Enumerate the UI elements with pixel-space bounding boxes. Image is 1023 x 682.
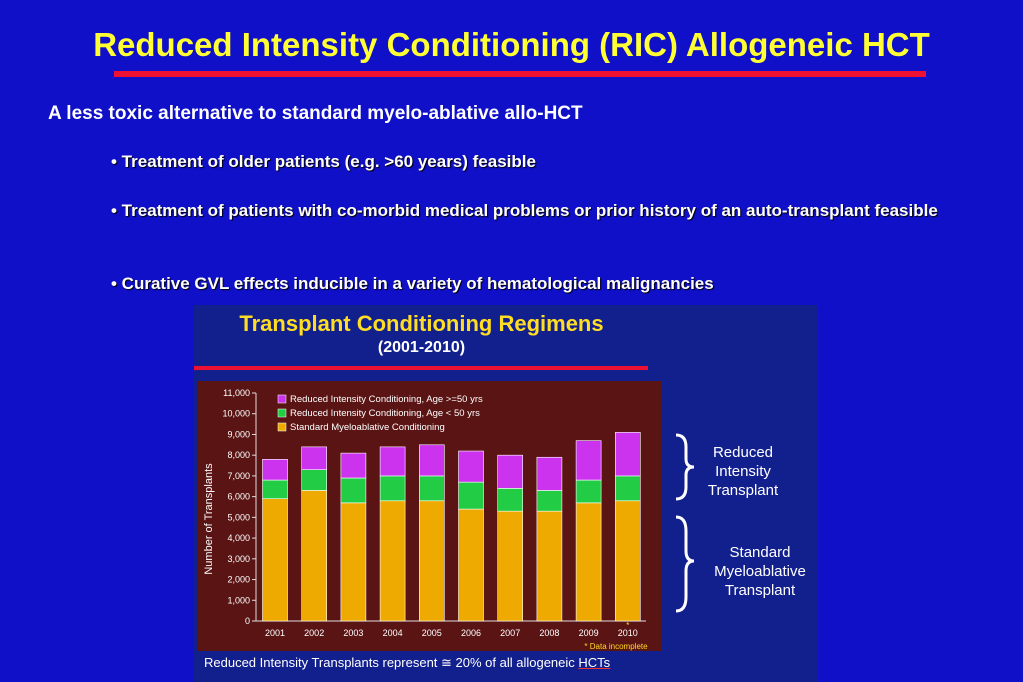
y-tick-label: 11,000 bbox=[223, 388, 250, 398]
bar-segment bbox=[575, 440, 602, 481]
chart-divider bbox=[194, 366, 648, 370]
bar-segment bbox=[301, 490, 327, 622]
bar-segment bbox=[497, 488, 524, 512]
footnote-text: Reduced Intensity Transplants represent … bbox=[204, 655, 579, 670]
x-axis: 2001 2002 2003 2004 2005 2006 2007 2008 2009 2010… bbox=[265, 621, 638, 638]
y-tick-label: 3,000 bbox=[227, 554, 250, 564]
bars-group bbox=[262, 432, 641, 622]
y-tick-label: 9,000 bbox=[227, 429, 250, 439]
y-axis-label: Number of Transplants bbox=[203, 463, 215, 575]
bar-segment bbox=[379, 475, 406, 502]
bar-segment bbox=[262, 459, 288, 481]
bar-segment bbox=[575, 502, 602, 622]
x-tick-label: 2010 bbox=[618, 628, 638, 638]
bar-segment bbox=[419, 500, 445, 622]
chart-legend: Reduced Intensity Conditioning, Age >=50… bbox=[277, 394, 483, 433]
bar-segment bbox=[419, 475, 445, 502]
bar-segment bbox=[262, 498, 288, 622]
y-tick-label: 1,000 bbox=[227, 595, 250, 605]
title-divider bbox=[114, 71, 926, 77]
y-tick-label: 2,000 bbox=[227, 575, 250, 585]
bar-segment bbox=[458, 481, 484, 510]
bar-segment bbox=[419, 444, 445, 477]
myeloablative-brace bbox=[675, 515, 695, 613]
reduced-intensity-label: Reduced Intensity Transplant bbox=[707, 444, 779, 499]
y-tick-label: 10,000 bbox=[222, 409, 250, 419]
x-tick-label: 2001 bbox=[265, 628, 285, 638]
bar-segment bbox=[379, 500, 406, 622]
plot-area: Reduced Intensity Conditioning, Age >=50… bbox=[198, 381, 662, 651]
stacked-bar-chart: Reduced Intensity Conditioning, Age >=50… bbox=[203, 388, 648, 651]
bullet-comorbid-patients: • Treatment of patients with co-morbid m… bbox=[111, 201, 938, 220]
incomplete-marker: * bbox=[626, 621, 629, 630]
bar-segment bbox=[497, 454, 524, 489]
bar-segment bbox=[340, 452, 367, 479]
y-tick-label: 7,000 bbox=[227, 471, 250, 481]
legend-label: Standard Myeloablative Conditioning bbox=[290, 422, 445, 433]
y-tick-label: 5,000 bbox=[227, 512, 250, 522]
bar-segment bbox=[536, 510, 563, 622]
y-tick-label: 8,000 bbox=[227, 450, 250, 460]
x-tick-label: 2009 bbox=[579, 628, 599, 638]
chart-panel: Transplant Conditioning Regimens (2001-2… bbox=[194, 305, 818, 682]
bar-segment bbox=[614, 475, 641, 502]
bar-segment bbox=[536, 456, 563, 491]
brace-graphics bbox=[675, 433, 695, 613]
footnote: Reduced Intensity Transplants represent … bbox=[204, 655, 610, 671]
chart-subtitle: (2001-2010) bbox=[377, 339, 466, 356]
bar-segment bbox=[301, 469, 327, 491]
bar-segment bbox=[379, 446, 406, 477]
footnote-hcts: HCTs bbox=[578, 655, 611, 670]
bar-segment bbox=[262, 479, 288, 500]
bar-segment bbox=[340, 502, 367, 622]
bar-segment bbox=[536, 490, 563, 512]
x-tick-label: 2002 bbox=[304, 628, 324, 638]
intro-text: A less toxic alternative to standard mye… bbox=[48, 103, 583, 124]
myeloablative-label: Standard Myeloablative Transplant bbox=[714, 544, 806, 599]
y-tick-label: 0 bbox=[245, 616, 250, 626]
bar-segment bbox=[301, 446, 327, 470]
bar-segment bbox=[575, 479, 602, 504]
x-tick-label: 2008 bbox=[539, 628, 559, 638]
x-tick-label: 2006 bbox=[461, 628, 481, 638]
legend-label: Reduced Intensity Conditioning, Age < 50… bbox=[290, 408, 480, 419]
bar-segment bbox=[458, 508, 484, 622]
x-tick-label: 2007 bbox=[500, 628, 520, 638]
legend-swatch bbox=[277, 422, 287, 432]
y-tick-label: 4,000 bbox=[227, 533, 250, 543]
x-tick-label: 2003 bbox=[343, 628, 363, 638]
bullet-older-patients: • Treatment of older patients (e.g. >60 … bbox=[111, 152, 536, 171]
reduced-intensity-brace bbox=[675, 433, 695, 501]
x-tick-label: 2005 bbox=[422, 628, 442, 638]
legend-label: Reduced Intensity Conditioning, Age >=50… bbox=[290, 394, 483, 405]
x-tick-label: 2004 bbox=[383, 628, 403, 638]
y-tick-label: 6,000 bbox=[227, 492, 250, 502]
slide-title: Reduced Intensity Conditioning (RIC) All… bbox=[93, 26, 930, 63]
bar-segment bbox=[458, 450, 484, 483]
legend-swatch bbox=[277, 394, 287, 404]
chart-title: Transplant Conditioning Regimens bbox=[239, 311, 604, 336]
bar-segment bbox=[614, 432, 641, 477]
bar-segment bbox=[340, 477, 367, 504]
bar-segment bbox=[614, 500, 641, 622]
legend-swatch bbox=[277, 408, 287, 418]
bar-segment bbox=[497, 510, 524, 622]
data-incomplete-note: * Data incomplete bbox=[584, 642, 648, 651]
bullet-gvl-effects: • Curative GVL effects inducible in a va… bbox=[111, 274, 714, 293]
